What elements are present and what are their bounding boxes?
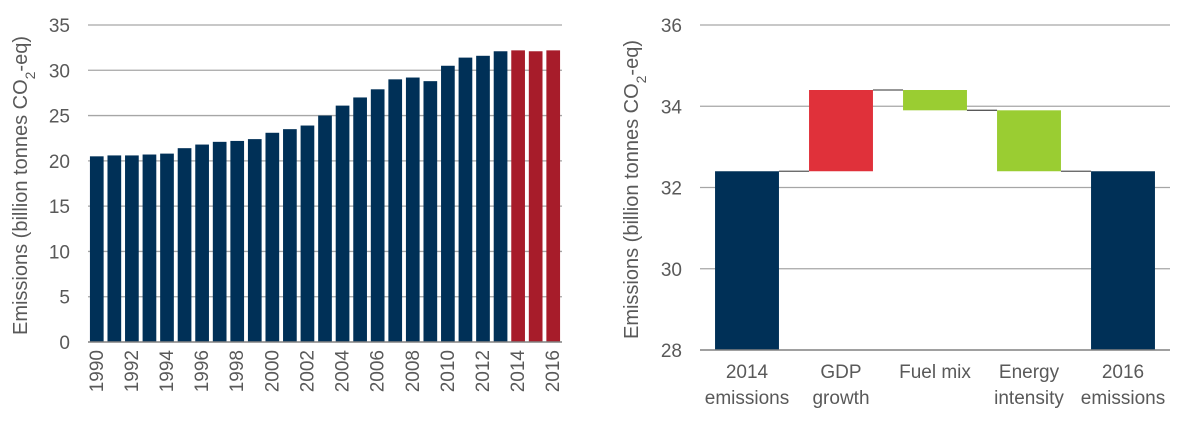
waterfall-bar: [715, 171, 779, 350]
y-tick-label: 30: [661, 260, 682, 281]
x-tick-label: 2012: [473, 350, 494, 392]
emissions-bar: [528, 51, 543, 342]
category-label: Energy: [999, 362, 1060, 383]
emissions-bar: [125, 155, 139, 342]
emissions-bar: [405, 77, 420, 342]
annual-emissions-bar-chart: 0 5 10 15 20 25 30 35 1990 1992 1994 1996 1998 2000 20…: [10, 16, 564, 392]
emissions-bar: [300, 125, 315, 342]
x-tick-label: 2010: [438, 350, 459, 392]
emissions-bar: [335, 105, 350, 342]
waterfall-bar: [997, 110, 1061, 172]
y-tick-label: 35: [49, 16, 70, 37]
x-tick-label: 1990: [87, 350, 108, 392]
emissions-bar: [160, 153, 174, 342]
y-tick-label: 0: [59, 333, 70, 354]
category-label: emissions: [1081, 388, 1165, 409]
x-tick-label: 2014: [508, 350, 529, 393]
x-tick-label: 2006: [368, 350, 389, 392]
emissions-bar: [370, 89, 385, 342]
y-axis-label: Emissions (billion tonnes CO2-eq): [10, 36, 38, 335]
x-tick-label: 1994: [157, 350, 178, 393]
emissions-bar: [230, 140, 245, 342]
emissions-bar: [546, 50, 561, 343]
y-tick-label: 15: [49, 197, 70, 218]
y-tick-label: 10: [49, 242, 70, 263]
emissions-bar: [353, 97, 367, 342]
emissions-bar: [89, 156, 104, 342]
emissions-bar: [107, 155, 122, 342]
x-tick-label: 1996: [192, 350, 213, 392]
y-axis-label: Emissions (billion tonnes CO2-eq): [621, 40, 649, 339]
y-tick-label: 36: [661, 16, 682, 37]
waterfall-bar: [1091, 171, 1155, 350]
emissions-bar: [511, 50, 525, 343]
emissions-bar: [493, 51, 508, 342]
x-tick-label: 2008: [403, 350, 424, 392]
emissions-bar: [142, 154, 157, 342]
waterfall-bar: [809, 90, 873, 172]
emissions-bar: [265, 132, 280, 342]
category-label: intensity: [994, 388, 1064, 409]
x-tick-label: 1998: [227, 350, 248, 392]
emissions-bar: [283, 129, 297, 342]
x-tick-label: 1992: [122, 350, 143, 392]
emissions-bar: [476, 55, 490, 343]
y-tick-label: 28: [661, 341, 682, 362]
emissions-bar: [177, 148, 192, 342]
emissions-bar: [441, 65, 455, 342]
category-label: Fuel mix: [899, 362, 971, 383]
category-label: emissions: [705, 388, 789, 409]
y-tick-label: 25: [49, 107, 70, 128]
emissions-bar: [195, 144, 209, 342]
emissions-bar: [423, 81, 438, 342]
x-tick-label: 2016: [543, 350, 564, 392]
category-label: 2016: [1102, 362, 1144, 383]
category-label: 2014: [726, 362, 769, 383]
x-tick-label: 2002: [297, 350, 318, 392]
x-tick-label: 2004: [333, 350, 354, 393]
waterfall-bar: [903, 90, 967, 111]
y-tick-label: 20: [49, 152, 70, 173]
y-tick-label: 32: [661, 179, 682, 200]
x-tick-label: 2000: [262, 350, 283, 392]
emissions-bar: [318, 115, 332, 342]
category-label: growth: [812, 388, 869, 409]
y-tick-label: 34: [661, 97, 683, 118]
emissions-bar: [212, 141, 227, 342]
category-label: GDP: [820, 362, 861, 383]
emissions-bar: [388, 79, 403, 342]
emissions-change-waterfall-chart: 28 30 32 34 36 2014 emissions GDP growth Fuel mix…: [621, 16, 1170, 409]
y-tick-label: 5: [59, 288, 70, 309]
y-tick-label: 30: [49, 61, 70, 82]
emissions-bar: [458, 57, 473, 342]
emissions-bar: [247, 139, 262, 342]
